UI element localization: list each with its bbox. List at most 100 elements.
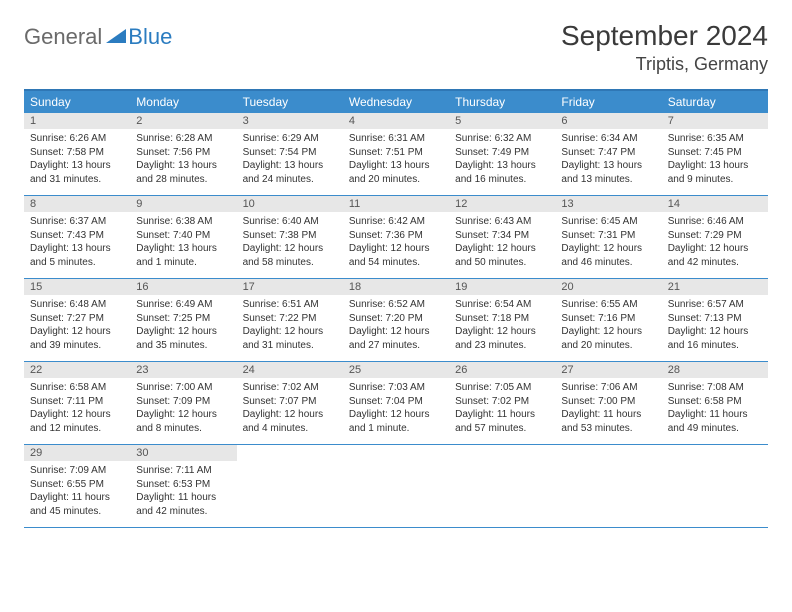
- daylight-text: Daylight: 13 hours and 16 minutes.: [455, 159, 549, 186]
- weeks-container: 1Sunrise: 6:26 AMSunset: 7:58 PMDaylight…: [24, 113, 768, 528]
- sunrise-text: Sunrise: 7:06 AM: [561, 381, 655, 395]
- day-cell: 24Sunrise: 7:02 AMSunset: 7:07 PMDayligh…: [237, 362, 343, 444]
- day-body: Sunrise: 6:28 AMSunset: 7:56 PMDaylight:…: [130, 129, 236, 189]
- daylight-text: Daylight: 12 hours and 23 minutes.: [455, 325, 549, 352]
- day-cell: 30Sunrise: 7:11 AMSunset: 6:53 PMDayligh…: [130, 445, 236, 527]
- sunrise-text: Sunrise: 6:46 AM: [668, 215, 762, 229]
- day-cell: 11Sunrise: 6:42 AMSunset: 7:36 PMDayligh…: [343, 196, 449, 278]
- sunset-text: Sunset: 7:49 PM: [455, 146, 549, 160]
- day-body: Sunrise: 6:42 AMSunset: 7:36 PMDaylight:…: [343, 212, 449, 272]
- daylight-text: Daylight: 13 hours and 1 minute.: [136, 242, 230, 269]
- day-cell: 16Sunrise: 6:49 AMSunset: 7:25 PMDayligh…: [130, 279, 236, 361]
- calendar: Sunday Monday Tuesday Wednesday Thursday…: [24, 89, 768, 528]
- month-title: September 2024: [561, 20, 768, 52]
- title-block: September 2024 Triptis, Germany: [561, 20, 768, 75]
- day-header-wed: Wednesday: [343, 91, 449, 113]
- sunrise-text: Sunrise: 6:42 AM: [349, 215, 443, 229]
- day-number: 12: [449, 196, 555, 212]
- sunrise-text: Sunrise: 7:05 AM: [455, 381, 549, 395]
- sunrise-text: Sunrise: 6:34 AM: [561, 132, 655, 146]
- day-number: 9: [130, 196, 236, 212]
- day-cell: 19Sunrise: 6:54 AMSunset: 7:18 PMDayligh…: [449, 279, 555, 361]
- day-number: 7: [662, 113, 768, 129]
- sunset-text: Sunset: 7:45 PM: [668, 146, 762, 160]
- daylight-text: Daylight: 12 hours and 4 minutes.: [243, 408, 337, 435]
- sunset-text: Sunset: 7:02 PM: [455, 395, 549, 409]
- sunset-text: Sunset: 7:09 PM: [136, 395, 230, 409]
- empty-cell: [343, 445, 449, 527]
- sunrise-text: Sunrise: 6:55 AM: [561, 298, 655, 312]
- sunset-text: Sunset: 7:36 PM: [349, 229, 443, 243]
- week-row: 29Sunrise: 7:09 AMSunset: 6:55 PMDayligh…: [24, 445, 768, 528]
- sunrise-text: Sunrise: 7:09 AM: [30, 464, 124, 478]
- sunset-text: Sunset: 7:40 PM: [136, 229, 230, 243]
- daylight-text: Daylight: 12 hours and 50 minutes.: [455, 242, 549, 269]
- day-body: Sunrise: 6:54 AMSunset: 7:18 PMDaylight:…: [449, 295, 555, 355]
- sunrise-text: Sunrise: 6:29 AM: [243, 132, 337, 146]
- day-body: Sunrise: 7:00 AMSunset: 7:09 PMDaylight:…: [130, 378, 236, 438]
- day-body: Sunrise: 6:29 AMSunset: 7:54 PMDaylight:…: [237, 129, 343, 189]
- daylight-text: Daylight: 13 hours and 28 minutes.: [136, 159, 230, 186]
- sunset-text: Sunset: 7:31 PM: [561, 229, 655, 243]
- daylight-text: Daylight: 11 hours and 49 minutes.: [668, 408, 762, 435]
- logo: General Blue: [24, 24, 172, 50]
- sunrise-text: Sunrise: 6:49 AM: [136, 298, 230, 312]
- sunset-text: Sunset: 7:27 PM: [30, 312, 124, 326]
- daylight-text: Daylight: 12 hours and 31 minutes.: [243, 325, 337, 352]
- day-cell: 17Sunrise: 6:51 AMSunset: 7:22 PMDayligh…: [237, 279, 343, 361]
- day-cell: 28Sunrise: 7:08 AMSunset: 6:58 PMDayligh…: [662, 362, 768, 444]
- day-body: Sunrise: 6:37 AMSunset: 7:43 PMDaylight:…: [24, 212, 130, 272]
- day-body: Sunrise: 7:03 AMSunset: 7:04 PMDaylight:…: [343, 378, 449, 438]
- day-header-tue: Tuesday: [237, 91, 343, 113]
- day-number: 11: [343, 196, 449, 212]
- day-number: 15: [24, 279, 130, 295]
- sunset-text: Sunset: 7:51 PM: [349, 146, 443, 160]
- day-number: 2: [130, 113, 236, 129]
- daylight-text: Daylight: 12 hours and 8 minutes.: [136, 408, 230, 435]
- week-row: 8Sunrise: 6:37 AMSunset: 7:43 PMDaylight…: [24, 196, 768, 279]
- daylight-text: Daylight: 12 hours and 12 minutes.: [30, 408, 124, 435]
- day-number: 13: [555, 196, 661, 212]
- day-number: 18: [343, 279, 449, 295]
- sunrise-text: Sunrise: 6:45 AM: [561, 215, 655, 229]
- sunrise-text: Sunrise: 6:26 AM: [30, 132, 124, 146]
- day-body: Sunrise: 6:46 AMSunset: 7:29 PMDaylight:…: [662, 212, 768, 272]
- header: General Blue September 2024 Triptis, Ger…: [24, 20, 768, 75]
- daylight-text: Daylight: 13 hours and 20 minutes.: [349, 159, 443, 186]
- day-number: 10: [237, 196, 343, 212]
- day-number: 6: [555, 113, 661, 129]
- day-body: Sunrise: 7:09 AMSunset: 6:55 PMDaylight:…: [24, 461, 130, 521]
- week-row: 1Sunrise: 6:26 AMSunset: 7:58 PMDaylight…: [24, 113, 768, 196]
- sunset-text: Sunset: 7:54 PM: [243, 146, 337, 160]
- daylight-text: Daylight: 12 hours and 35 minutes.: [136, 325, 230, 352]
- sunset-text: Sunset: 7:34 PM: [455, 229, 549, 243]
- day-body: Sunrise: 7:08 AMSunset: 6:58 PMDaylight:…: [662, 378, 768, 438]
- sunset-text: Sunset: 7:04 PM: [349, 395, 443, 409]
- logo-text-general: General: [24, 24, 102, 50]
- sunrise-text: Sunrise: 6:28 AM: [136, 132, 230, 146]
- day-cell: 2Sunrise: 6:28 AMSunset: 7:56 PMDaylight…: [130, 113, 236, 195]
- day-cell: 1Sunrise: 6:26 AMSunset: 7:58 PMDaylight…: [24, 113, 130, 195]
- day-body: Sunrise: 6:35 AMSunset: 7:45 PMDaylight:…: [662, 129, 768, 189]
- day-number: 21: [662, 279, 768, 295]
- sunset-text: Sunset: 7:25 PM: [136, 312, 230, 326]
- day-body: Sunrise: 6:52 AMSunset: 7:20 PMDaylight:…: [343, 295, 449, 355]
- sunset-text: Sunset: 7:56 PM: [136, 146, 230, 160]
- empty-cell: [449, 445, 555, 527]
- sunset-text: Sunset: 7:00 PM: [561, 395, 655, 409]
- daylight-text: Daylight: 12 hours and 54 minutes.: [349, 242, 443, 269]
- day-cell: 7Sunrise: 6:35 AMSunset: 7:45 PMDaylight…: [662, 113, 768, 195]
- day-cell: 6Sunrise: 6:34 AMSunset: 7:47 PMDaylight…: [555, 113, 661, 195]
- daylight-text: Daylight: 13 hours and 31 minutes.: [30, 159, 124, 186]
- daylight-text: Daylight: 11 hours and 57 minutes.: [455, 408, 549, 435]
- day-body: Sunrise: 6:55 AMSunset: 7:16 PMDaylight:…: [555, 295, 661, 355]
- sunrise-text: Sunrise: 6:31 AM: [349, 132, 443, 146]
- week-row: 22Sunrise: 6:58 AMSunset: 7:11 PMDayligh…: [24, 362, 768, 445]
- sunset-text: Sunset: 7:43 PM: [30, 229, 124, 243]
- day-body: Sunrise: 6:45 AMSunset: 7:31 PMDaylight:…: [555, 212, 661, 272]
- daylight-text: Daylight: 13 hours and 5 minutes.: [30, 242, 124, 269]
- day-cell: 29Sunrise: 7:09 AMSunset: 6:55 PMDayligh…: [24, 445, 130, 527]
- day-number: 29: [24, 445, 130, 461]
- daylight-text: Daylight: 12 hours and 20 minutes.: [561, 325, 655, 352]
- day-header-mon: Monday: [130, 91, 236, 113]
